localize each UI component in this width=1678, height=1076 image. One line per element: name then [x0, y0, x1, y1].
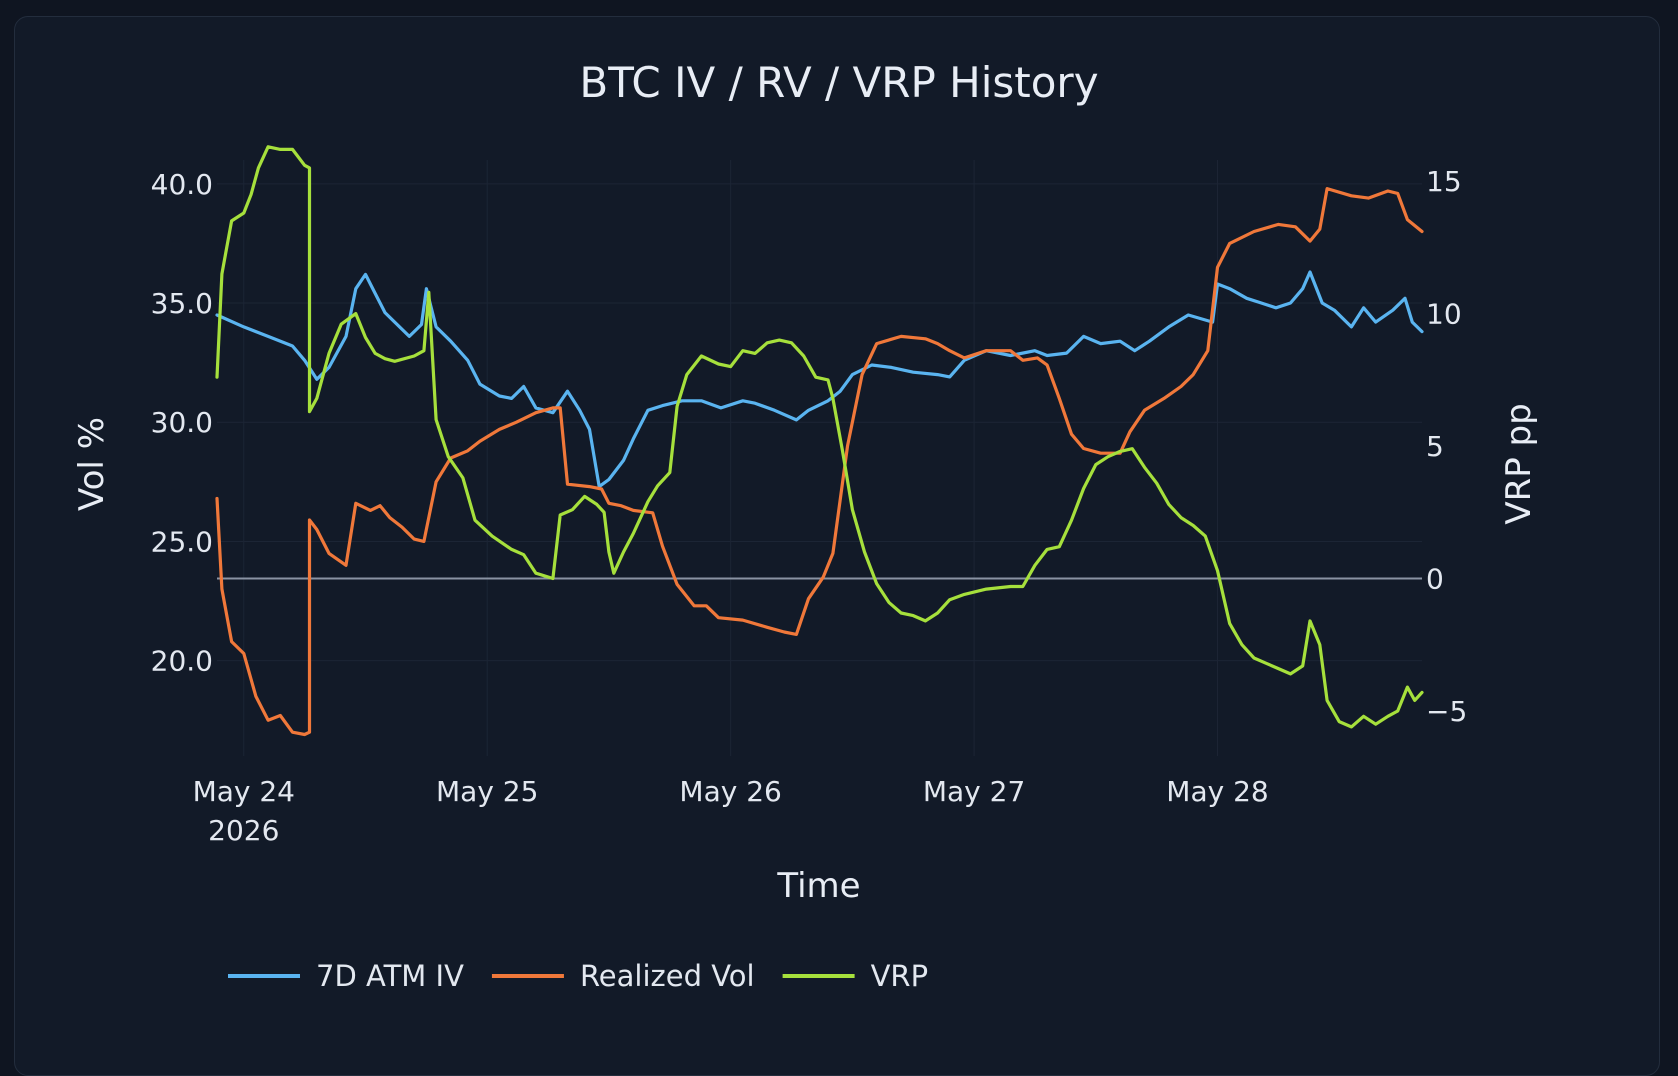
chart-title: BTC IV / RV / VRP History [579, 58, 1098, 107]
y-tick-label: 35.0 [151, 287, 213, 320]
y-tick-label: 40.0 [151, 168, 213, 201]
grid-layer [217, 160, 1422, 756]
y2-tick-label: −5 [1426, 695, 1467, 728]
legend-label: Realized Vol [580, 959, 755, 993]
series-line-7d-atm-iv [215, 270, 1424, 489]
x-tick-label: May 25 [436, 775, 538, 808]
series-line-vrp [215, 145, 1424, 729]
y-axis-title: Vol % [72, 417, 112, 511]
legend-item-realized-vol[interactable]: Realized Vol [491, 959, 755, 993]
x-tick-label: May 27 [923, 775, 1025, 808]
y-tick-label: 20.0 [151, 645, 213, 678]
axis-layer: 20.0 25.0 30.0 35.0 40.0 May 24 2026 May 25 May … [151, 165, 1468, 847]
x-axis-title: Time [776, 866, 860, 906]
x-tick-sublabel: 2026 [208, 814, 279, 847]
legend[interactable]: 7D ATM IV Realized Vol VRP [228, 959, 928, 993]
series-line-realized-vol [215, 187, 1424, 737]
y-tick-label: 30.0 [151, 406, 213, 439]
y2-tick-label: 0 [1426, 563, 1444, 596]
series-layer [215, 145, 1424, 737]
y-tick-label: 25.0 [151, 525, 213, 558]
y2-tick-label: 15 [1426, 165, 1462, 198]
x-tick-label: May 24 [193, 775, 295, 808]
y2-tick-label: 5 [1426, 430, 1444, 463]
legend-item-vrp[interactable]: VRP [782, 959, 928, 993]
x-tick-label: May 28 [1166, 775, 1268, 808]
y2-tick-label: 10 [1426, 298, 1462, 331]
legend-label: VRP [871, 959, 928, 993]
legend-label: 7D ATM IV [316, 959, 464, 993]
legend-item-7d-atm-iv[interactable]: 7D ATM IV [228, 959, 464, 993]
y2-axis-title: VRP pp [1499, 403, 1539, 524]
x-tick-label: May 26 [679, 775, 781, 808]
